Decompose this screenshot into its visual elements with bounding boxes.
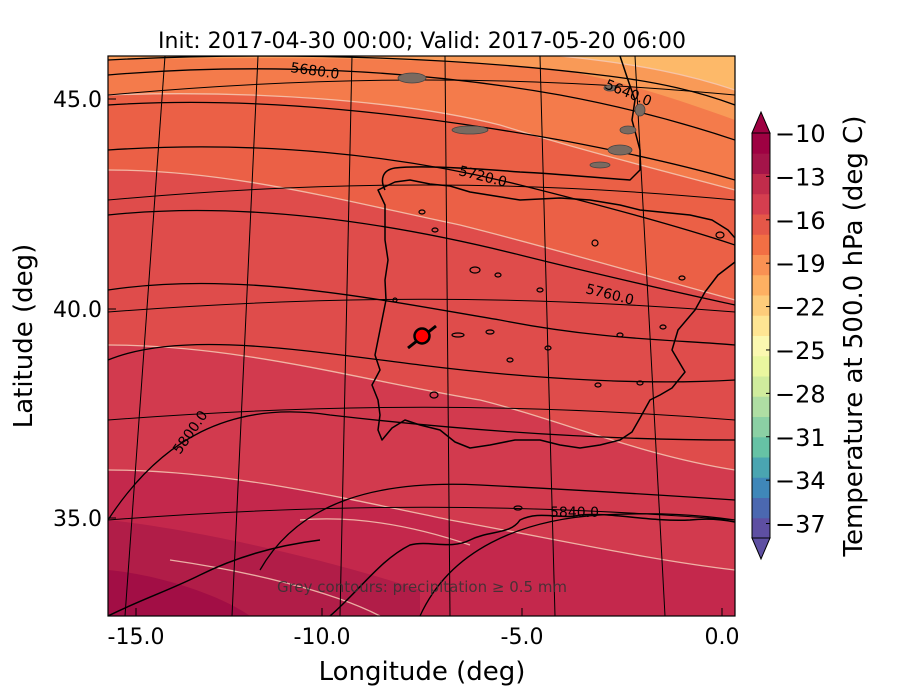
colorbar-tick-label: −25: [775, 337, 826, 365]
colorbar-segment: [752, 396, 770, 417]
parallel-line: [108, 184, 735, 201]
colorbar-segment: [752, 295, 770, 316]
meridian-line: [231, 56, 259, 616]
parallel-line: [108, 406, 735, 421]
precipitation-contours: [397, 72, 646, 169]
figure-title: Init: 2017-04-30 00:00; Valid: 2017-05-2…: [158, 29, 686, 54]
colorbar-segment: [752, 133, 770, 154]
colorbar-segment: [752, 335, 770, 357]
height-contour-5740: [108, 209, 735, 306]
parallel-line: [108, 506, 735, 521]
colorbar-segment: [752, 234, 770, 255]
colorbar-segment: [752, 173, 770, 195]
x-tick-label: -5.0: [501, 625, 544, 650]
colorbar-segment: [752, 315, 770, 336]
colorbar-tick-label: −31: [775, 424, 826, 452]
colorbar: −10 −13 −16 −19 −22 −25 −28 −31 −34 −37 Temperatu…: [751, 110, 869, 561]
y-axis-label: Latitude (deg): [9, 244, 39, 429]
colorbar-tick-label: −28: [775, 380, 826, 408]
temperature-band-hot-2: [108, 570, 250, 616]
colorbar-segment: [752, 214, 770, 235]
x-tick-label: 0.0: [705, 625, 740, 650]
colorbar-tick-label: −22: [775, 294, 826, 322]
colorbar-segment: [752, 193, 770, 215]
height-contour-5680: [108, 68, 735, 141]
meridian-line: [444, 56, 451, 616]
y-tick-label: 35.0: [53, 507, 102, 532]
iberia-coastline: [371, 179, 735, 449]
colorbar-segment: [752, 436, 770, 458]
colorbar-bottom-extension: [751, 537, 771, 561]
meridian-line: [339, 56, 353, 616]
contour-label: 5680.0: [289, 60, 340, 83]
colorbar-segment: [752, 355, 770, 377]
colorbar-segment: [752, 274, 770, 296]
colorbar-segment: [752, 457, 770, 478]
colorbar-tick-label: −16: [775, 207, 826, 235]
colorbar-tick-label: −10: [775, 120, 826, 148]
y-tick-label: 45.0: [53, 88, 102, 113]
precipitation-note: Grey contours: precipitation ≥ 0.5 mm: [277, 578, 567, 596]
marker-circle: [413, 327, 431, 345]
colorbar-frame: [751, 132, 771, 539]
colorbar-top-extension: [751, 110, 771, 134]
map-frame: [107, 55, 736, 617]
north-africa-coastline: [329, 513, 735, 616]
y-tick-label: 40.0: [53, 298, 102, 323]
x-axis: -15.0 -10.0 -5.0 0.0 Longitude (deg): [108, 608, 740, 687]
colorbar-tick-label: −34: [775, 467, 826, 495]
height-contours: [108, 56, 735, 616]
height-contour-5780: [108, 343, 735, 383]
meridian-line: [539, 56, 556, 616]
contour-label: 5840.0: [550, 505, 599, 521]
temperature-band-warm-1: [108, 56, 735, 190]
colorbar-tick-label: −13: [775, 163, 826, 191]
x-tick-label: -10.0: [294, 625, 351, 650]
meridian-line: [124, 56, 166, 616]
colorbar-label: Temperature at 500.0 hPa (deg C): [839, 116, 869, 558]
colorbar-segment: [752, 517, 770, 539]
location-marker[interactable]: [407, 324, 437, 350]
graticule: [108, 56, 735, 616]
colorbar-segment: [752, 497, 770, 519]
x-axis-label: Longitude (deg): [319, 657, 526, 687]
height-contour-5800: [108, 411, 735, 521]
colorbar-ticks: −10 −13 −16 −19 −22 −25 −28 −31 −34 −37: [766, 120, 826, 539]
colorbar-segment: [752, 416, 770, 438]
colorbar-tick-label: −37: [775, 511, 826, 539]
height-contour-5840: [419, 513, 735, 616]
y-axis: 45.0 40.0 35.0 Latitude (deg): [9, 88, 116, 532]
colorbar-segments: [752, 133, 770, 539]
temperature-isotherms: [108, 56, 735, 616]
height-contour-5700: [108, 101, 735, 181]
height-contour-5820: [259, 483, 735, 571]
colorbar-tick-label: −19: [775, 250, 826, 278]
parallel-line: [108, 298, 735, 313]
x-tick-label: -15.0: [108, 625, 165, 650]
colorbar-segment: [752, 477, 770, 498]
temperature-band-cool-2: [560, 56, 735, 90]
coastlines: [108, 56, 735, 616]
colorbar-segment: [752, 376, 770, 397]
map-panel[interactable]: 5680.0 5640.0 5720.0 5760.0 5800.0 5840.…: [108, 56, 735, 616]
height-contour-5720: [108, 146, 735, 246]
height-contour-5760: [108, 282, 735, 346]
france-coastline: [381, 56, 641, 191]
morocco-coastline: [108, 539, 321, 616]
colorbar-segment: [752, 254, 770, 276]
small-contours: [392, 209, 725, 511]
colorbar-segment: [752, 153, 770, 174]
